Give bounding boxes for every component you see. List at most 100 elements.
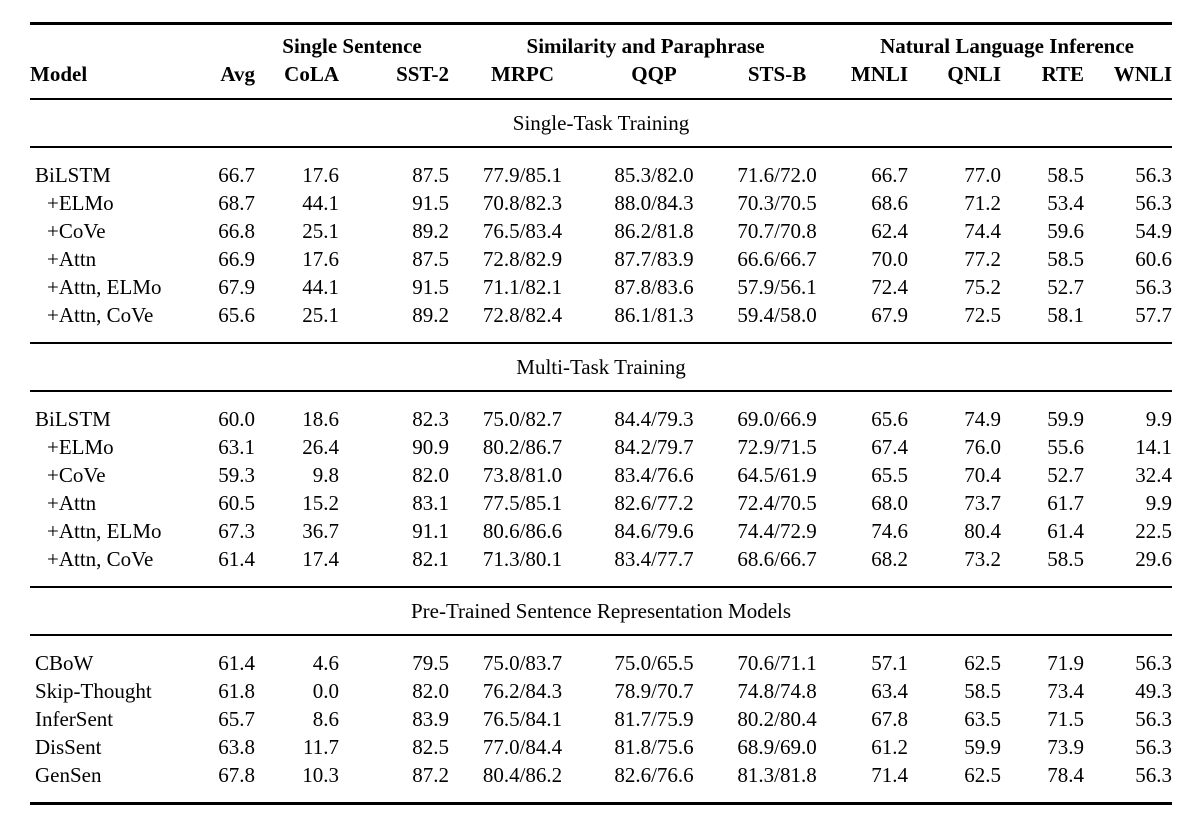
metric-value: 18.6 [302, 407, 339, 431]
metric-value: 73.4 [1047, 679, 1085, 703]
metric-value: 70.4 [964, 463, 1002, 487]
table-row: +Attn, CoVe 65.6 25.1 89.2 72.8/82.4 86.1/81.… [30, 301, 1172, 343]
model-name: InferSent [35, 707, 114, 731]
metric-value: 82.3 [412, 407, 450, 431]
metric-value: 80.6/86.6 [482, 519, 563, 543]
metric-value: 4.6 [312, 651, 339, 675]
table-row: DisSent 63.8 11.7 82.5 77.0/84.4 81.8/75.6 68.… [30, 733, 1172, 761]
column-header-cola: CoLA [255, 60, 339, 100]
model-name: DisSent [35, 735, 102, 759]
metric-value: 73.7 [964, 491, 1002, 515]
metric-value: 75.0/65.5 [614, 651, 694, 675]
metric-value: 70.8/82.3 [482, 191, 563, 215]
metric-value: 58.5 [1047, 247, 1085, 271]
metric-value: 61.2 [871, 735, 909, 759]
section-title-row: Single-Task Training [30, 98, 1173, 148]
column-header-stsb: STS-B [712, 60, 843, 100]
metric-value: 65.5 [871, 463, 909, 487]
metric-value: 67.8 [871, 707, 909, 731]
metric-value: 70.0 [871, 247, 909, 271]
model-name: +Attn, ELMo [47, 519, 162, 543]
metric-value: 9.8 [312, 463, 339, 487]
table-row: +Attn, CoVe 61.4 17.4 82.1 71.3/80.1 83.4/77.… [30, 545, 1172, 587]
metric-value: 67.4 [871, 435, 909, 459]
metric-value: 68.2 [871, 547, 909, 571]
metric-value: 75.0/83.7 [482, 651, 563, 675]
metric-value: 84.4/79.3 [614, 407, 694, 431]
metric-value: 58.5 [964, 679, 1002, 703]
table-row: +Attn, ELMo 67.3 36.7 91.1 80.6/86.6 84.6/79.… [30, 517, 1172, 545]
metric-value: 88.0/84.3 [614, 191, 694, 215]
metric-value: 80.4 [964, 519, 1002, 543]
metric-value: 69.0/66.9 [737, 407, 817, 431]
table-row: +Attn 60.5 15.2 83.1 77.5/85.1 82.6/77.2 72.4/… [30, 489, 1172, 517]
model-name: +Attn [47, 247, 97, 271]
metric-value: 9.9 [1145, 491, 1173, 515]
section-title: Multi-Task Training [30, 342, 1173, 392]
metric-value: 68.6/66.7 [737, 547, 817, 571]
metric-value: 74.8/74.8 [737, 679, 817, 703]
metric-value: 81.7/75.9 [614, 707, 694, 731]
metric-value: 82.1 [412, 547, 450, 571]
metric-value: 56.3 [1135, 191, 1173, 215]
table-row: BiLSTM 60.0 18.6 82.3 75.0/82.7 84.4/79.3 69.0… [30, 391, 1172, 433]
metric-value: 82.0 [412, 679, 450, 703]
metric-value: 63.5 [964, 707, 1002, 731]
model-name: +CoVe [47, 463, 106, 487]
metric-value: 62.5 [964, 763, 1002, 787]
metric-value: 59.9 [1047, 407, 1085, 431]
metric-value: 76.5/83.4 [482, 219, 563, 243]
metric-value: 82.0 [412, 463, 450, 487]
section-title-row: Pre-Trained Sentence Representation Mode… [30, 586, 1173, 636]
metric-value: 86.2/81.8 [614, 219, 694, 243]
metric-value: 29.6 [1135, 547, 1173, 571]
column-header-qnli: QNLI [908, 60, 1002, 100]
metric-value: 66.8 [218, 219, 255, 243]
model-name: +Attn, CoVe [47, 303, 154, 327]
metric-value: 26.4 [302, 435, 339, 459]
metric-value: 72.9/71.5 [737, 435, 817, 459]
metric-value: 59.4/58.0 [737, 303, 817, 327]
column-header-row: Model Avg CoLA SST-2 MRPC QQP STS-B MNLI… [30, 60, 1173, 100]
metric-value: 61.4 [1047, 519, 1085, 543]
metric-value: 72.8/82.4 [482, 303, 563, 327]
metric-value: 44.1 [302, 191, 339, 215]
metric-value: 44.1 [302, 275, 339, 299]
metric-value: 60.5 [218, 491, 255, 515]
metric-value: 74.4 [964, 219, 1002, 243]
table-row: +Attn 66.9 17.6 87.5 72.8/82.9 87.7/83.9 66.6/… [30, 245, 1172, 273]
metric-value: 91.5 [412, 275, 450, 299]
metric-value: 72.4/70.5 [737, 491, 817, 515]
metric-value: 84.6/79.6 [614, 519, 694, 543]
model-name: BiLSTM [35, 163, 111, 187]
model-name: +Attn [47, 491, 97, 515]
metric-value: 61.4 [218, 547, 255, 571]
metric-value: 56.3 [1135, 763, 1173, 787]
group-header-similarity-paraphrase: Similarity and Paraphrase [526, 34, 765, 58]
metric-value: 14.1 [1135, 435, 1173, 459]
metric-value: 71.2 [964, 191, 1002, 215]
metric-value: 36.7 [302, 519, 339, 543]
metric-value: 89.2 [412, 219, 450, 243]
metric-value: 52.7 [1047, 463, 1085, 487]
metric-value: 91.5 [412, 191, 450, 215]
metric-value: 65.6 [218, 303, 255, 327]
metric-value: 74.9 [964, 407, 1002, 431]
metric-value: 17.4 [302, 547, 339, 571]
group-header-row: Single Sentence Similarity and Paraphras… [30, 24, 1172, 61]
column-header-model: Model [30, 60, 200, 100]
metric-value: 82.6/76.6 [614, 763, 694, 787]
metric-value: 57.1 [871, 651, 909, 675]
column-header-mnli: MNLI [842, 60, 909, 100]
metric-value: 83.1 [412, 491, 450, 515]
metric-value: 56.3 [1135, 707, 1173, 731]
metric-value: 56.3 [1135, 651, 1173, 675]
metric-value: 72.5 [964, 303, 1002, 327]
table-row: GenSen 67.8 10.3 87.2 80.4/86.2 82.6/76.6 81.3… [30, 761, 1172, 804]
metric-value: 17.6 [302, 163, 339, 187]
metric-value: 77.2 [964, 247, 1002, 271]
group-header-single-sentence: Single Sentence [282, 34, 422, 58]
metric-value: 76.0 [964, 435, 1002, 459]
model-name: BiLSTM [35, 407, 111, 431]
metric-value: 61.7 [1047, 491, 1085, 515]
